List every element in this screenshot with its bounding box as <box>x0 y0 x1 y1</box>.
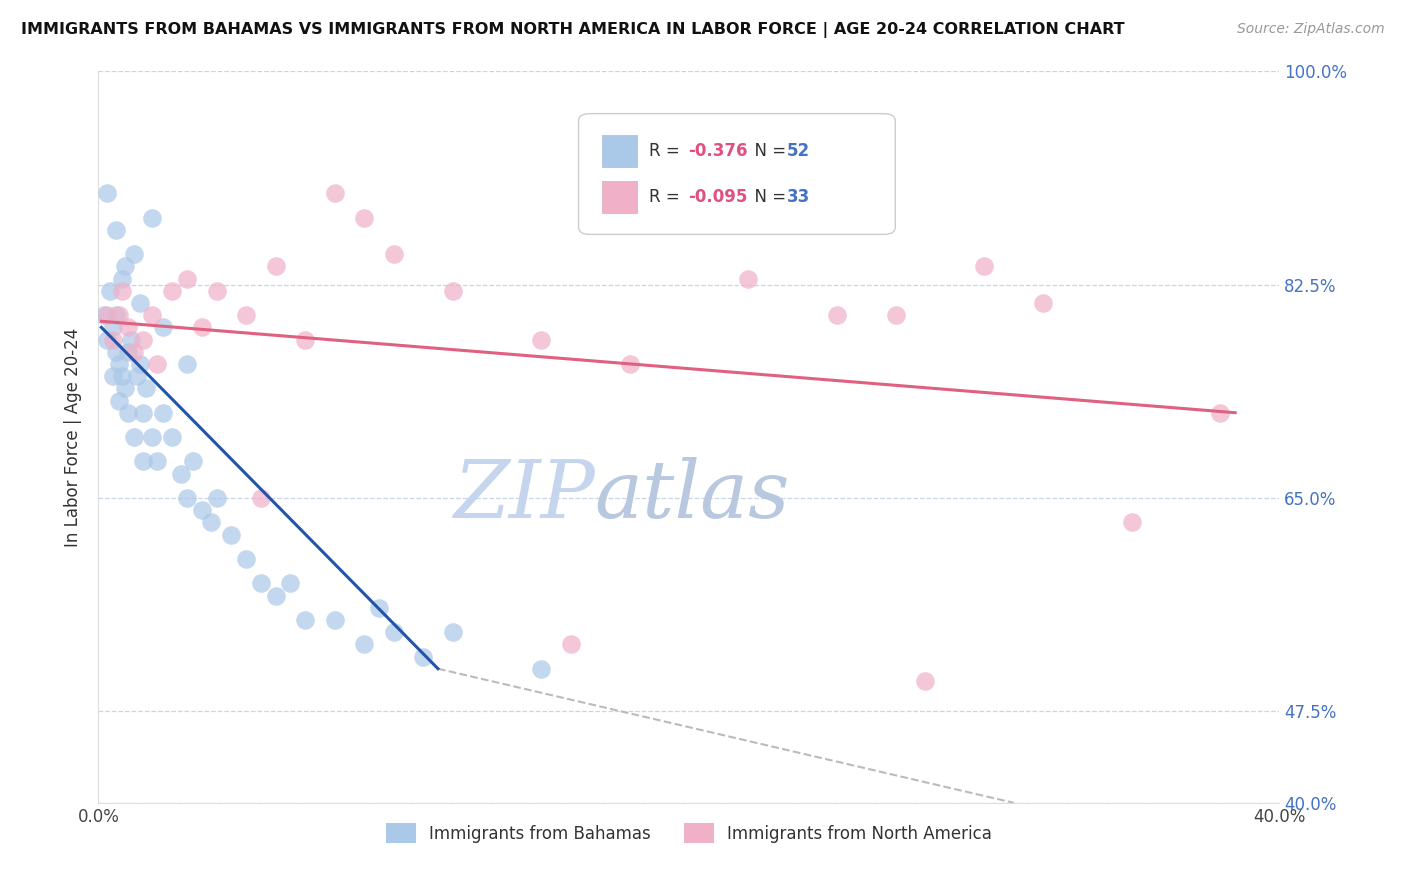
Text: N =: N = <box>744 188 792 206</box>
Point <box>120 333 142 347</box>
Point <box>382 625 405 640</box>
Point <box>250 491 273 505</box>
Point <box>530 662 553 676</box>
Point <box>128 357 150 371</box>
Point <box>105 308 128 322</box>
Text: 33: 33 <box>786 188 810 206</box>
Point <box>191 320 214 334</box>
Point <box>152 406 174 420</box>
Point <box>96 308 118 322</box>
Text: -0.376: -0.376 <box>688 142 748 160</box>
Text: 52: 52 <box>786 142 810 160</box>
Point <box>235 308 257 322</box>
Point <box>200 516 222 530</box>
Point <box>973 260 995 274</box>
Point <box>117 344 139 359</box>
Text: ZIP: ZIP <box>453 457 595 534</box>
Text: atlas: atlas <box>595 457 790 534</box>
Point <box>114 260 136 274</box>
Point <box>96 333 118 347</box>
Point <box>176 491 198 505</box>
Point <box>1121 516 1143 530</box>
Point <box>117 406 139 420</box>
Point <box>122 344 145 359</box>
Point <box>108 393 131 408</box>
Point <box>146 357 169 371</box>
Point <box>205 491 228 505</box>
Point <box>181 454 204 468</box>
Point <box>176 357 198 371</box>
Text: R =: R = <box>648 142 685 160</box>
Text: IMMIGRANTS FROM BAHAMAS VS IMMIGRANTS FROM NORTH AMERICA IN LABOR FORCE | AGE 20: IMMIGRANTS FROM BAHAMAS VS IMMIGRANTS FR… <box>21 22 1125 38</box>
Point <box>132 454 155 468</box>
Point <box>105 344 128 359</box>
Point <box>128 296 150 310</box>
Text: Source: ZipAtlas.com: Source: ZipAtlas.com <box>1237 22 1385 37</box>
Point <box>264 589 287 603</box>
Point <box>162 284 183 298</box>
Point <box>111 369 134 384</box>
Text: R =: R = <box>648 188 685 206</box>
Point <box>122 430 145 444</box>
Point <box>132 406 155 420</box>
Point <box>93 308 115 322</box>
Point <box>98 284 121 298</box>
Point <box>103 333 125 347</box>
Point <box>205 284 228 298</box>
Point <box>108 308 131 322</box>
Text: -0.095: -0.095 <box>688 188 748 206</box>
Point <box>132 333 155 347</box>
Point <box>141 430 163 444</box>
Point <box>135 381 157 395</box>
Point <box>825 308 848 322</box>
Point <box>294 613 316 627</box>
Point <box>530 333 553 347</box>
Point <box>353 211 375 225</box>
Point <box>441 284 464 298</box>
Point <box>111 284 134 298</box>
Point <box>441 625 464 640</box>
Point <box>1209 406 1232 420</box>
Point <box>152 320 174 334</box>
Point <box>191 503 214 517</box>
Point <box>1032 296 1054 310</box>
Point <box>884 308 907 322</box>
Point <box>125 369 148 384</box>
Point <box>103 320 125 334</box>
Point <box>368 600 391 615</box>
Text: N =: N = <box>744 142 792 160</box>
Point <box>103 369 125 384</box>
Point <box>353 637 375 651</box>
Point <box>235 552 257 566</box>
Point <box>914 673 936 688</box>
Point <box>111 271 134 285</box>
Point <box>737 271 759 285</box>
Point <box>141 308 163 322</box>
Point <box>412 649 434 664</box>
Point <box>221 527 243 541</box>
Point <box>323 613 346 627</box>
Point <box>96 186 118 201</box>
Point <box>114 381 136 395</box>
Point <box>162 430 183 444</box>
Point <box>678 211 700 225</box>
Point <box>323 186 346 201</box>
Point <box>560 637 582 651</box>
Point <box>280 576 302 591</box>
Point <box>105 223 128 237</box>
Point <box>108 357 131 371</box>
Point <box>170 467 193 481</box>
Point <box>146 454 169 468</box>
Point <box>122 247 145 261</box>
Legend: Immigrants from Bahamas, Immigrants from North America: Immigrants from Bahamas, Immigrants from… <box>380 817 998 849</box>
Point <box>141 211 163 225</box>
Point <box>619 357 641 371</box>
Point <box>264 260 287 274</box>
Point <box>294 333 316 347</box>
Point <box>250 576 273 591</box>
Point <box>382 247 405 261</box>
Point <box>176 271 198 285</box>
Y-axis label: In Labor Force | Age 20-24: In Labor Force | Age 20-24 <box>65 327 83 547</box>
Point <box>117 320 139 334</box>
